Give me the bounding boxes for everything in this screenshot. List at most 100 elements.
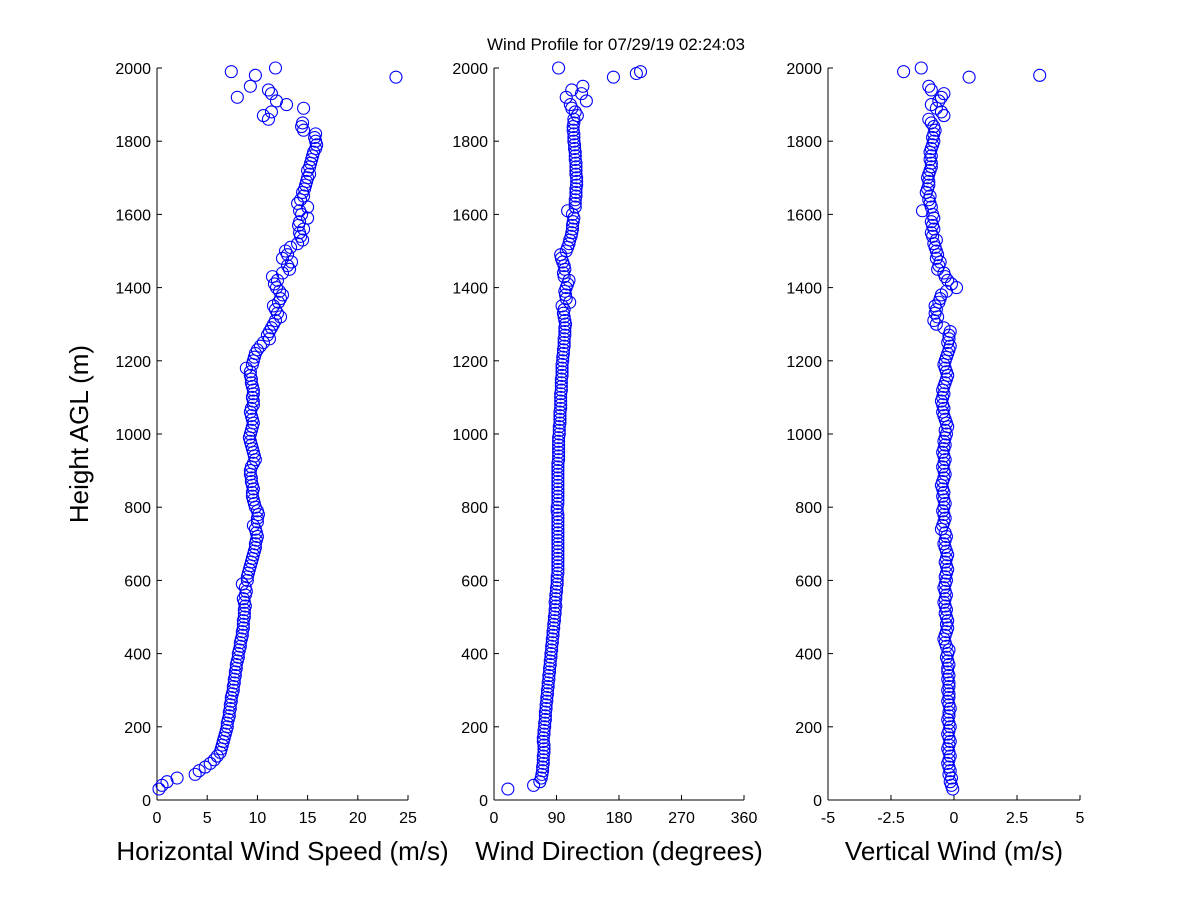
direction-data-point (551, 464, 565, 478)
speed-data-point (237, 610, 251, 624)
direction-data-point (550, 577, 564, 591)
vertical-data-point (927, 120, 941, 134)
direction-data-point (551, 482, 565, 496)
direction-data-point (551, 493, 565, 507)
direction-data-point (551, 551, 565, 565)
direction-data-point (536, 734, 550, 748)
speed-data-point (271, 295, 286, 309)
direction-data-point (556, 354, 570, 368)
direction-data-point (549, 584, 564, 598)
speed-data-point (293, 226, 307, 240)
direction-data-point (541, 679, 555, 694)
direction-data-point (574, 87, 589, 101)
speed-data-point (188, 767, 202, 781)
direction-data-point (568, 149, 582, 163)
vertical-y-tick-label: 1600 (786, 207, 822, 224)
direction-y-tick-label: 2000 (452, 61, 488, 78)
direction-data-point (551, 475, 565, 489)
direction-data-point (552, 442, 566, 456)
direction-x-tick-label: 360 (731, 810, 758, 827)
vertical-data-point (934, 90, 948, 104)
speed-data-point (297, 101, 311, 115)
speed-data-point (236, 592, 250, 606)
direction-data-point (552, 434, 566, 448)
direction-data-point (551, 511, 565, 525)
direction-data-point (551, 559, 565, 573)
direction-data-point (551, 537, 565, 551)
direction-data-point (633, 65, 648, 79)
speed-data-point (280, 248, 295, 262)
speed-data-point (283, 240, 298, 254)
speed-data-point (228, 669, 242, 683)
speed-data-point (261, 83, 275, 97)
direction-data-point (543, 665, 557, 679)
direction-data-point (551, 489, 565, 503)
direction-data-point (568, 141, 582, 156)
direction-data-point (551, 555, 565, 569)
speed-y-axis-label: Height AGL (m) (64, 345, 94, 523)
speed-data-point (231, 650, 245, 664)
direction-data-point (551, 471, 565, 485)
vertical-data-point (924, 226, 938, 240)
speed-x-axis-label: Horizontal Wind Speed (m/s) (116, 836, 448, 866)
speed-data-point (224, 694, 238, 708)
speed-data-point (264, 321, 279, 335)
direction-data-point (551, 467, 565, 481)
vertical-x-tick-label: 5 (1076, 810, 1085, 827)
speed-data-point (297, 123, 311, 137)
direction-data-point (547, 614, 561, 628)
direction-data-point (566, 123, 580, 137)
direction-data-point (554, 376, 568, 390)
speed-data-point (244, 401, 258, 415)
direction-data-point (554, 379, 568, 393)
direction-data-point (552, 449, 566, 463)
vertical-data-point (943, 324, 957, 339)
speed-y-tick-label: 1800 (115, 134, 151, 151)
speed-data-point (220, 720, 234, 734)
vertical-y-tick-label: 0 (813, 793, 822, 810)
speed-data-point (273, 310, 288, 324)
speed-data-point (227, 676, 241, 690)
direction-data-point (558, 328, 572, 342)
speed-data-point (268, 303, 283, 317)
speed-y-tick-label: 1000 (115, 427, 151, 444)
speed-data-point (250, 515, 264, 529)
direction-y-tick-label: 1600 (452, 207, 488, 224)
vertical-y-tick-label: 1000 (786, 427, 822, 444)
direction-data-point (550, 573, 564, 587)
direction-x-tick-label: 90 (548, 810, 566, 827)
direction-data-point (552, 427, 566, 441)
speed-data-point (301, 171, 315, 185)
vertical-y-tick-label: 2000 (786, 61, 822, 78)
vertical-y-tick-label: 1400 (786, 281, 822, 298)
direction-y-tick-label: 1800 (452, 134, 488, 151)
speed-data-point (296, 116, 310, 130)
speed-data-point (268, 61, 283, 75)
vertical-data-point (923, 189, 937, 203)
speed-data-point (296, 233, 310, 247)
speed-y-tick-label: 800 (124, 500, 151, 517)
vertical-data-point (922, 79, 936, 93)
direction-x-tick-label: 180 (606, 810, 633, 827)
direction-data-point (557, 339, 571, 353)
speed-data-point (260, 328, 274, 342)
speed-data-point (303, 167, 317, 181)
vertical-x-tick-label: 0 (950, 810, 959, 827)
direction-data-point (553, 412, 567, 426)
direction-data-point (556, 346, 570, 361)
speed-x-tick-label: 25 (399, 810, 417, 827)
speed-data-point (244, 376, 258, 390)
vertical-data-point (924, 116, 938, 130)
speed-data-point (246, 398, 260, 412)
speed-data-point (238, 581, 252, 595)
direction-data-point (548, 606, 562, 620)
speed-y-tick-label: 2000 (115, 61, 151, 78)
direction-data-point (555, 365, 569, 379)
direction-data-point (569, 185, 583, 199)
vertical-x-axis-label: Vertical Wind (m/s) (845, 836, 1063, 866)
speed-data-point (244, 475, 258, 489)
direction-data-point (551, 522, 565, 536)
direction-data-point (527, 778, 541, 792)
vertical-data-point (924, 160, 938, 174)
direction-data-point (567, 116, 581, 130)
